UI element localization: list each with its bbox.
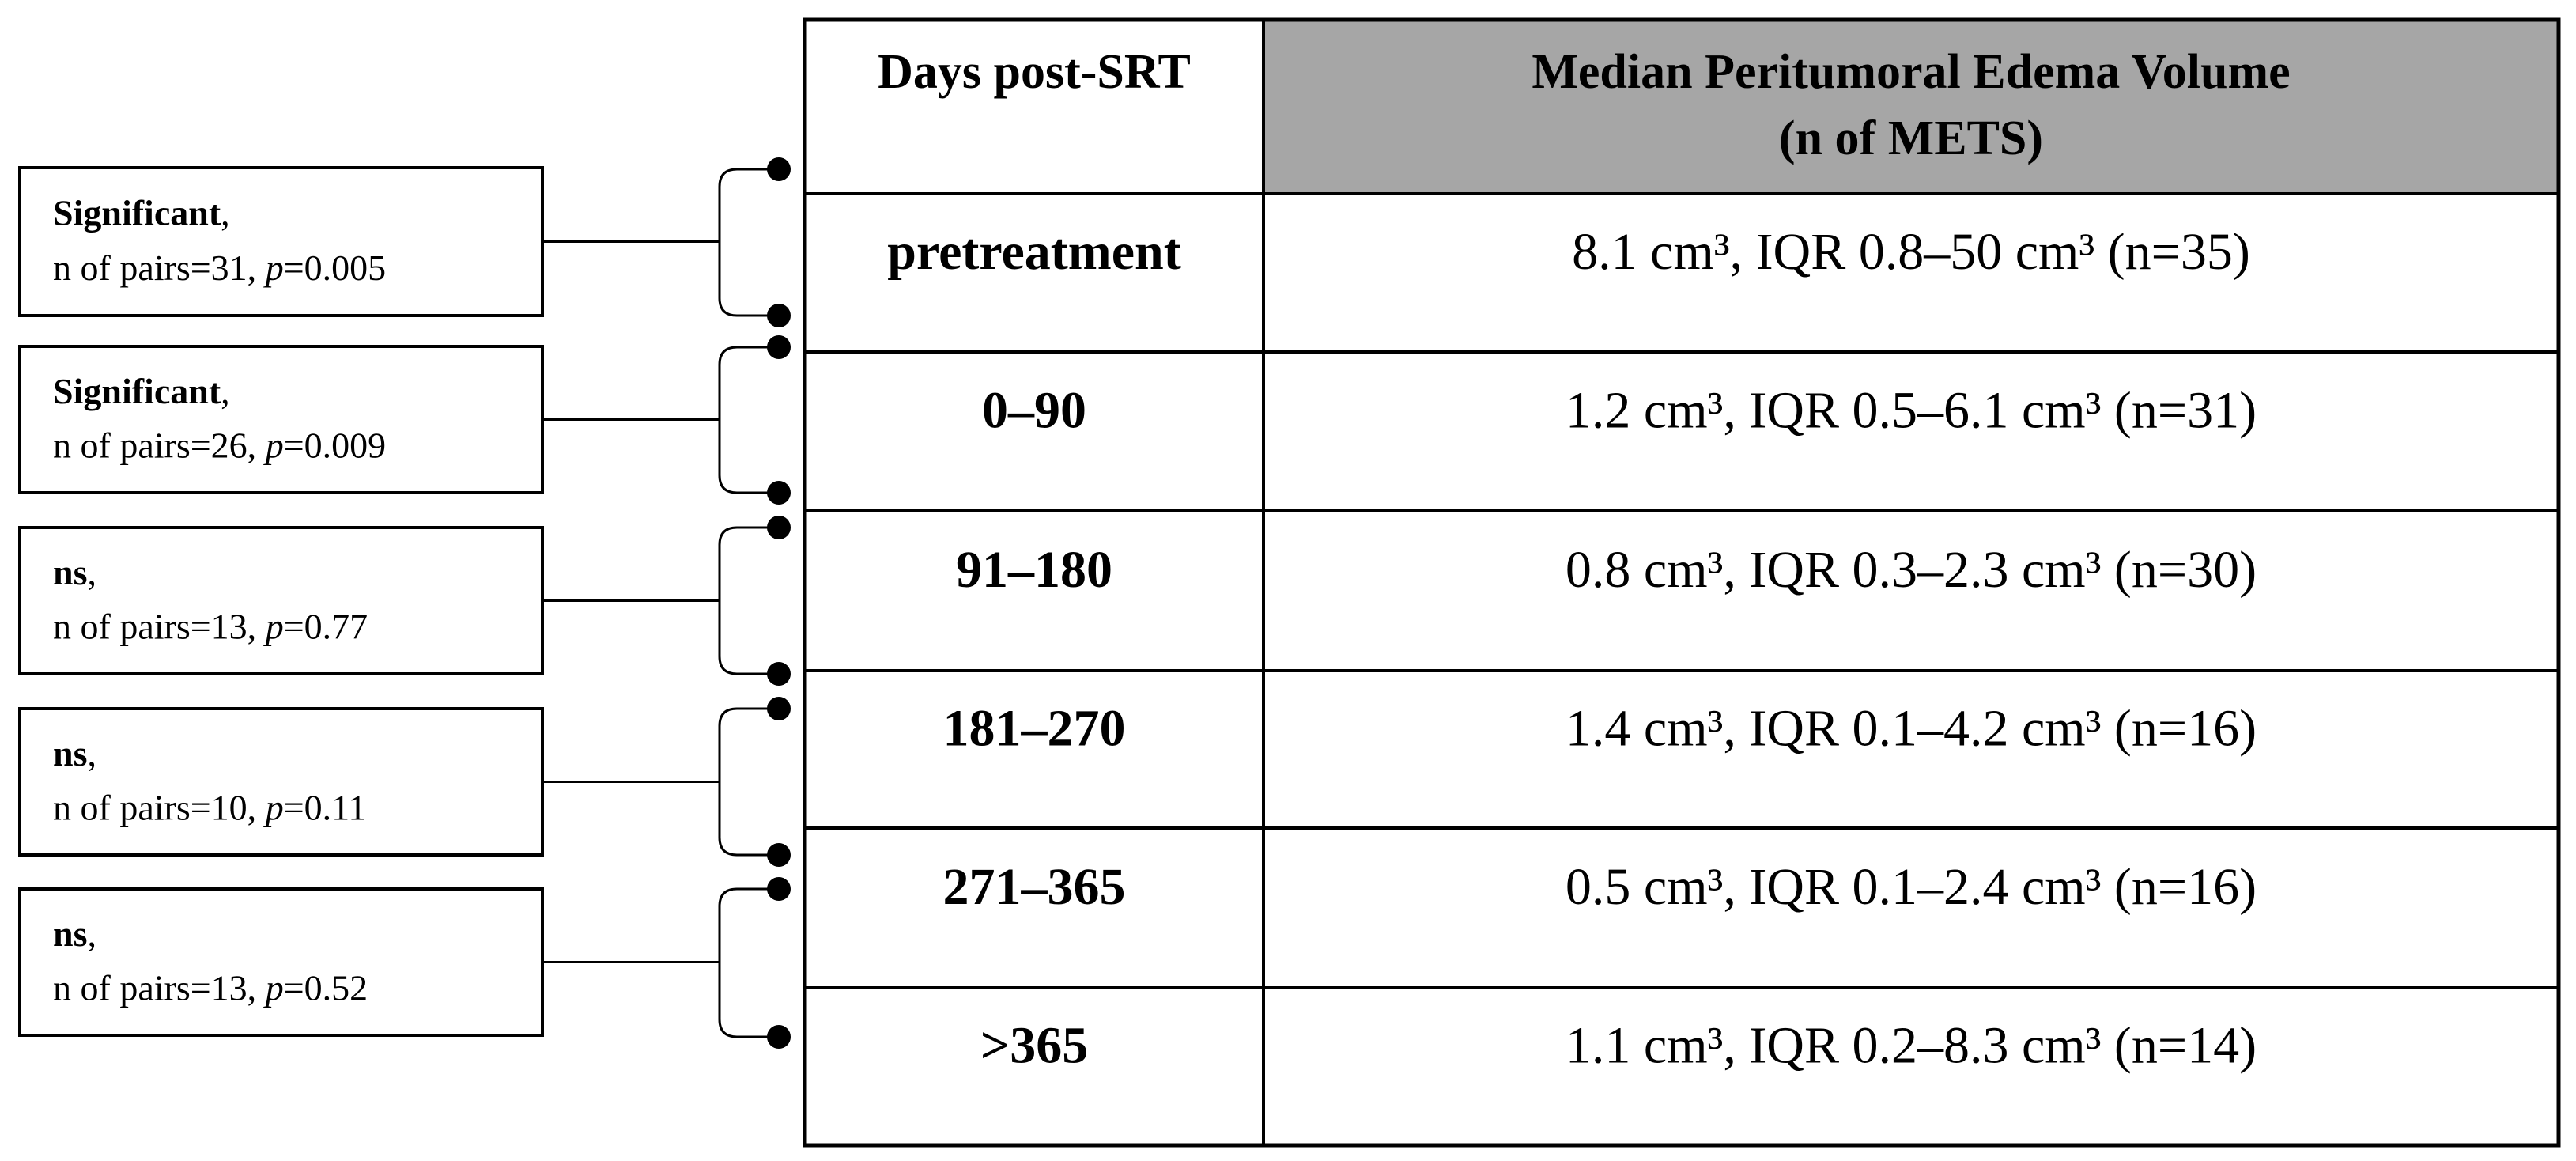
p-value: =0.009 [284,425,386,465]
header-cell: Days post-SRT [878,45,1191,99]
comparison-box [18,526,544,675]
bracket [718,707,779,857]
bracket-dot [767,335,791,359]
separator: , [87,913,96,954]
row-value: 0.8 cm³, IQR 0.3–2.3 cm³ (n=30) [1566,541,2257,599]
pairs: n of pairs=10, [53,787,266,827]
bracket [718,346,779,494]
bracket-dot [767,662,791,686]
comparison-label: Significant, [53,192,230,233]
comparison-stats: n of pairs=13, p=0.77 [53,606,368,646]
comparison-label: Significant, [53,371,230,411]
bracket [718,887,779,1038]
pairs: n of pairs=13, [53,606,266,646]
comparison-label: ns, [53,913,96,954]
significance: ns [53,733,87,773]
row-label: 0–90 [982,382,1086,440]
separator: , [87,733,96,773]
bracket-dot [767,304,791,327]
p-value: =0.77 [284,606,368,646]
row-label: 181–270 [943,700,1126,758]
bracket-dot [767,877,791,901]
comparison-stats: n of pairs=10, p=0.11 [53,787,366,827]
p-value: =0.005 [284,247,386,287]
comparison-stats: n of pairs=26, p=0.009 [53,425,386,465]
header-shaded-cell [1263,20,2559,194]
separator: , [221,192,230,233]
comparison-label: ns, [53,733,96,773]
significance: ns [53,552,87,592]
row-label: >365 [980,1017,1089,1075]
significance: Significant [53,371,221,411]
p-value: =0.11 [284,787,367,827]
row-value: 1.4 cm³, IQR 0.1–4.2 cm³ (n=16) [1566,700,2257,758]
bracket-dot [767,516,791,539]
pairs: n of pairs=26, [53,425,266,465]
row-value: 0.5 cm³, IQR 0.1–2.4 cm³ (n=16) [1566,858,2257,916]
bracket-dot [767,1025,791,1049]
comparison-box [18,887,544,1037]
bracket [718,526,779,675]
p-symbol: p [263,247,284,287]
row-value: 1.2 cm³, IQR 0.5–6.1 cm³ (n=31) [1566,382,2257,440]
p-symbol: p [263,967,284,1008]
comparison-box [18,707,544,857]
p-symbol: p [263,606,284,646]
separator: , [221,371,230,411]
pairs: n of pairs=31, [53,247,266,287]
comparison-box [18,166,544,317]
significance: Significant [53,192,221,233]
row-label: 91–180 [956,541,1112,599]
bracket-dot [767,697,791,720]
bracket-dot [767,157,791,181]
bracket-dot [767,481,791,505]
header-cell: Median Peritumoral Edema Volume [1532,45,2290,99]
bracket [718,168,779,317]
comparison-box [18,345,544,494]
bracket-dot [767,843,791,867]
separator: , [87,552,96,592]
comparison-stats: n of pairs=13, p=0.52 [53,967,368,1008]
p-value: =0.52 [284,967,368,1008]
p-symbol: p [263,787,284,827]
comparison-stats: n of pairs=31, p=0.005 [53,247,386,287]
pairs: n of pairs=13, [53,967,266,1008]
p-symbol: p [263,425,284,465]
row-label: pretreatment [887,223,1180,281]
row-label: 271–365 [943,858,1126,916]
row-value: 1.1 cm³, IQR 0.2–8.3 cm³ (n=14) [1566,1017,2257,1075]
significance: ns [53,913,87,954]
header-cell: (n of METS) [1779,112,2043,165]
comparison-label: ns, [53,552,96,592]
row-value: 8.1 cm³, IQR 0.8–50 cm³ (n=35) [1572,223,2250,281]
table-border [803,17,2561,1148]
